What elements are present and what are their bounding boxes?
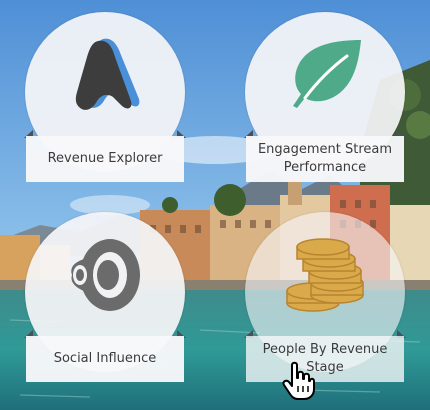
- tile-corner-left: [244, 130, 253, 138]
- tile-label: Engagement Stream Performance: [246, 136, 404, 182]
- tile-engagement-stream-performance[interactable]: Engagement Stream Performance: [244, 12, 409, 182]
- tile-corner-right: [177, 330, 186, 338]
- tile-label: Revenue Explorer: [26, 136, 184, 182]
- tile-label: People By Revenue Stage: [246, 336, 404, 382]
- coin-stack-icon: [245, 212, 405, 336]
- tile-corner-left: [244, 330, 253, 338]
- speaker-icon: [25, 212, 185, 336]
- tile-corner-left: [24, 330, 33, 338]
- tile-revenue-explorer[interactable]: Revenue Explorer: [24, 12, 189, 182]
- tile-label: Social Influence: [26, 336, 184, 382]
- tile-corner-left: [24, 130, 33, 138]
- tile-corner-right: [397, 130, 406, 138]
- tile-corner-right: [177, 130, 186, 138]
- tile-social-influence[interactable]: Social Influence: [24, 212, 189, 382]
- revenue-explorer-logo-icon: [25, 12, 185, 136]
- leaf-icon: [245, 12, 405, 136]
- tile-people-by-revenue-stage[interactable]: People By Revenue Stage: [244, 212, 409, 382]
- tile-corner-right: [397, 330, 406, 338]
